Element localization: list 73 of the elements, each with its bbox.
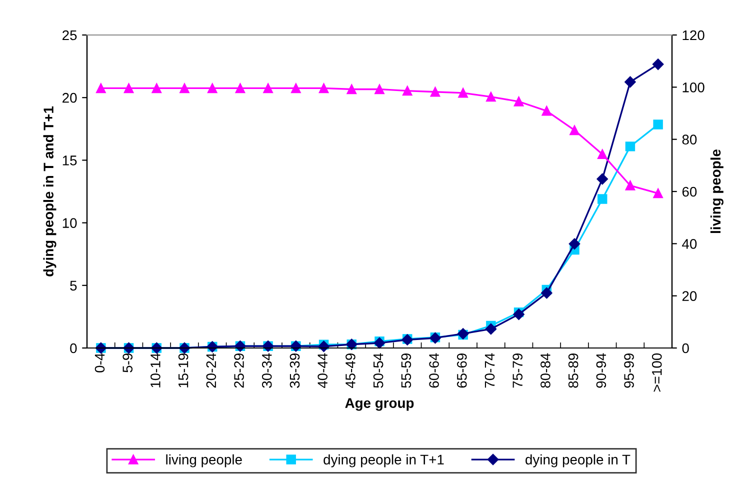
- x-axis-title: Age group: [345, 398, 414, 411]
- y-tick-label: 0: [70, 343, 77, 354]
- x-tick-label: 80-84: [540, 353, 550, 388]
- point: [597, 194, 608, 204]
- x-tick-label: 30-34: [262, 353, 272, 388]
- y2-tick-label: 80: [682, 134, 697, 145]
- point: [625, 142, 636, 152]
- x-tick-label: 15-19: [178, 354, 188, 388]
- point: [541, 287, 552, 299]
- y2-tick-label: 40: [682, 239, 697, 249]
- x-tick-label: 50-54: [373, 353, 384, 388]
- x-tick-label: 45-49: [346, 354, 356, 388]
- point: [318, 340, 330, 352]
- point: [402, 86, 412, 96]
- x-tick-label: 10-14: [150, 353, 160, 388]
- point: [513, 308, 524, 320]
- point: [542, 106, 552, 116]
- point: [624, 76, 636, 88]
- y2-tick-label: 20: [682, 291, 697, 302]
- point: [653, 188, 663, 198]
- point: [568, 238, 580, 250]
- x-tick-label: 75-79: [512, 354, 523, 388]
- x-tick-label: 20-24: [206, 353, 216, 388]
- y-tick-label: 20: [62, 92, 77, 103]
- point: [207, 83, 218, 94]
- point: [596, 173, 608, 185]
- legend-label: dying people in T+1: [324, 454, 444, 468]
- point: [625, 180, 636, 190]
- x-tick-label: 85-89: [568, 354, 578, 388]
- point: [486, 92, 496, 102]
- point: [458, 88, 468, 98]
- point: [180, 83, 190, 94]
- point: [514, 96, 524, 106]
- point: [430, 87, 440, 97]
- point: [346, 84, 357, 94]
- point: [235, 83, 246, 94]
- y-tick-label: 25: [62, 30, 77, 40]
- x-tick-label: 90-94: [596, 353, 606, 388]
- point: [96, 83, 106, 94]
- point: [124, 83, 134, 94]
- y2-tick-label: 60: [682, 186, 697, 197]
- x-tick-label: 55-59: [401, 354, 412, 388]
- point: [485, 323, 497, 335]
- point: [318, 83, 329, 94]
- y-axis-title: dying people in T and T+1: [43, 106, 56, 276]
- x-tick-label: 70-74: [484, 353, 495, 388]
- x-tick-label: 40-44: [318, 353, 328, 388]
- y2-tick-label: 0: [682, 343, 689, 354]
- x-tick-label: 5-9: [122, 354, 133, 372]
- point: [652, 58, 664, 70]
- y2-tick-label: 120: [682, 30, 704, 40]
- point: [653, 120, 663, 130]
- y-tick-label: 15: [62, 156, 77, 166]
- x-tick-label: 95-99: [624, 354, 634, 388]
- y2-tick-label: 100: [682, 82, 704, 92]
- y2-axis-title: living people: [710, 150, 724, 233]
- x-tick-label: >=100: [652, 353, 662, 392]
- x-tick-label: 25-29: [234, 354, 244, 388]
- point: [570, 125, 580, 136]
- point: [291, 83, 301, 94]
- legend-label: dying people in T: [526, 454, 630, 468]
- point: [374, 337, 386, 349]
- x-tick-label: 60-64: [429, 353, 439, 388]
- point: [597, 149, 608, 160]
- x-tick-label: 35-39: [290, 354, 300, 388]
- y-tick-label: 5: [70, 280, 77, 291]
- legend-label: living people: [166, 454, 242, 468]
- point: [263, 83, 273, 94]
- point: [152, 83, 162, 94]
- y-tick-label: 10: [62, 218, 77, 228]
- x-tick-label: 0-4: [94, 353, 105, 372]
- x-tick-label: 65-69: [456, 354, 467, 388]
- point: [374, 84, 384, 94]
